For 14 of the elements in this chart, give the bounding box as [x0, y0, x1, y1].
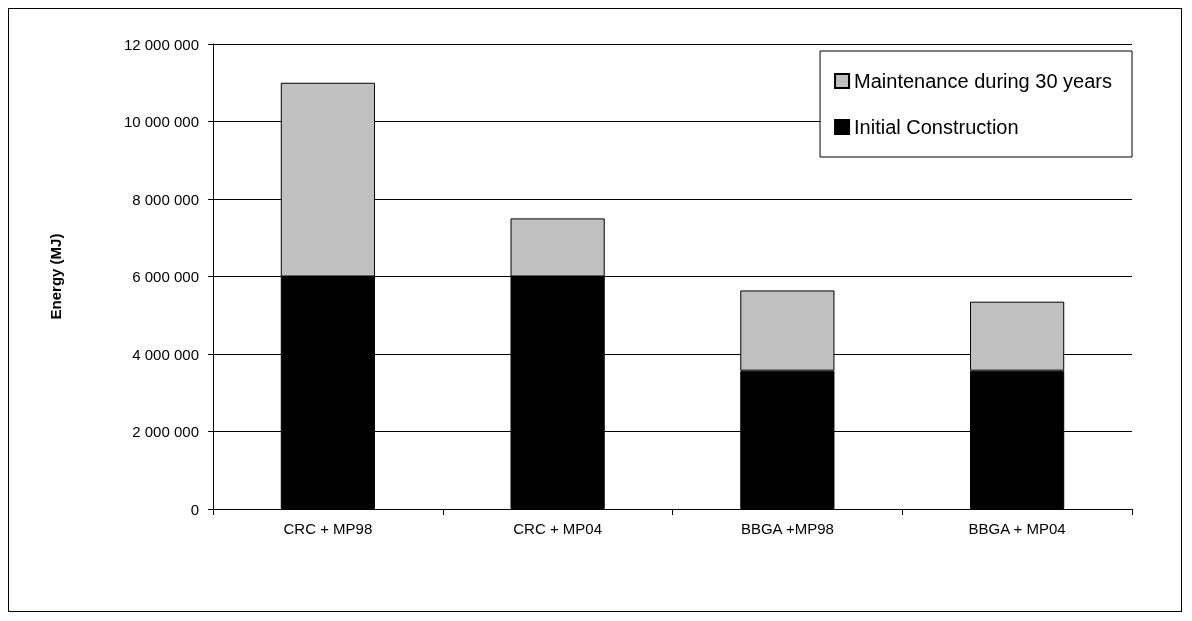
x-tick-label: CRC + MP04 [513, 520, 603, 537]
y-tick-label: 2 000 000 [132, 423, 199, 440]
y-tick-label: 0 [190, 500, 199, 518]
y-axis-title: Energy (MJ) [47, 233, 64, 320]
x-tick-label: BBGA + MP04 [968, 520, 1066, 537]
legend-label: Initial Construction [854, 116, 1019, 138]
x-tick-label: BBGA +MP98 [740, 520, 834, 537]
x-tick-label: CRC + MP98 [283, 520, 373, 537]
y-tick-label: 10 000 000 [123, 113, 199, 130]
y-tick-label: 12 000 000 [123, 35, 199, 53]
y-tick-label: 8 000 000 [132, 190, 199, 208]
y-tick-label: 4 000 000 [132, 345, 199, 363]
legend-label: Maintenance during 30 years [854, 70, 1113, 92]
y-tick-label: 6 000 000 [132, 268, 199, 285]
